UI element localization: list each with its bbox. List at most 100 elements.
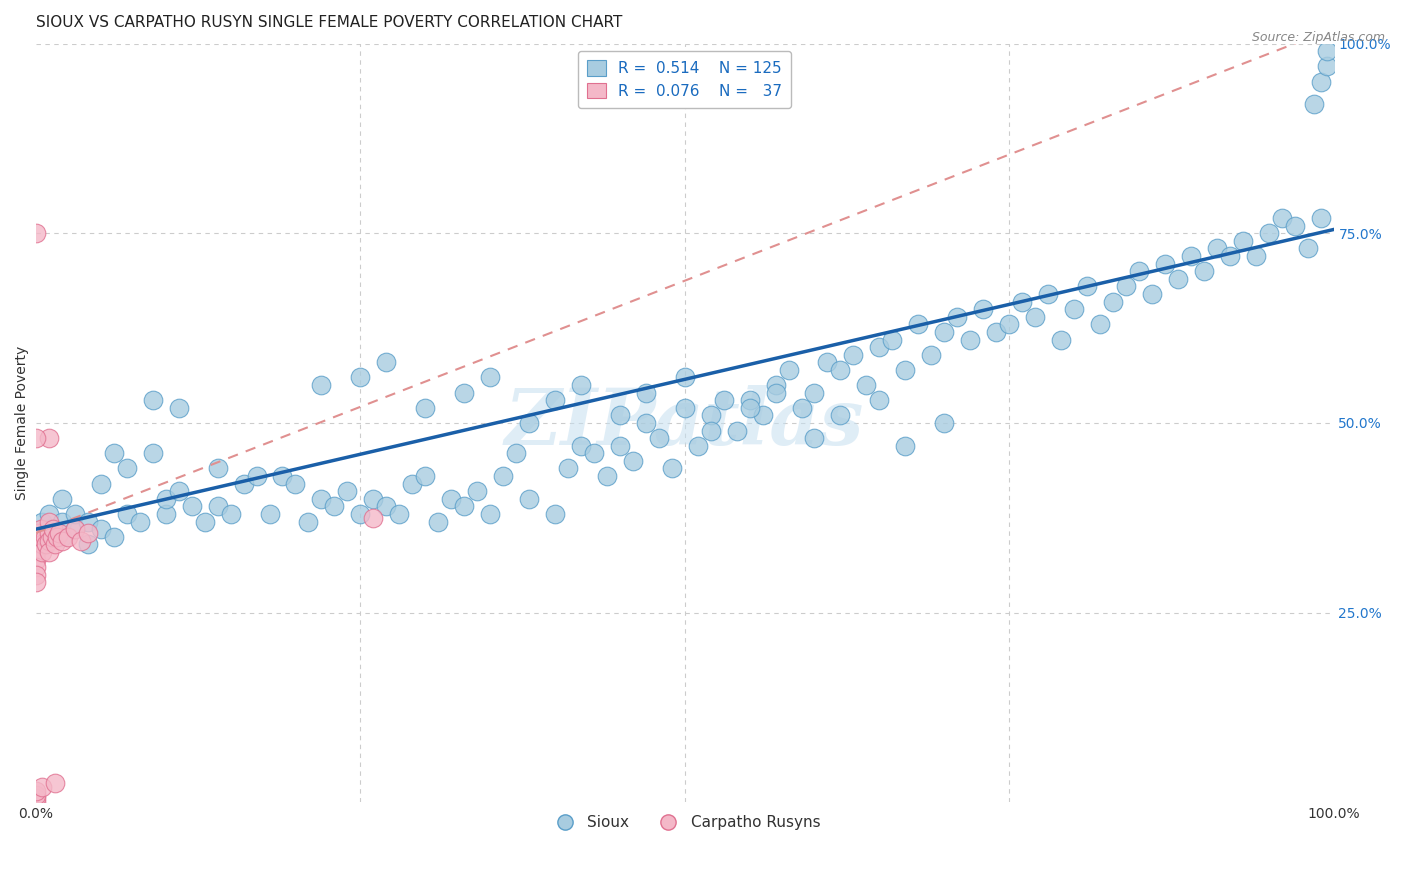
Point xyxy=(998,318,1021,332)
Point xyxy=(765,378,787,392)
Point xyxy=(31,537,53,551)
Point xyxy=(63,522,86,536)
Point xyxy=(375,355,398,369)
Point xyxy=(453,500,475,514)
Point xyxy=(51,515,73,529)
Point xyxy=(1284,219,1306,233)
Point xyxy=(894,363,917,377)
Point xyxy=(388,507,411,521)
Point xyxy=(259,507,281,521)
Point xyxy=(803,431,825,445)
Point xyxy=(28,530,51,544)
Point xyxy=(1316,59,1339,73)
Point xyxy=(1303,97,1326,112)
Point xyxy=(38,515,60,529)
Point xyxy=(465,484,488,499)
Point xyxy=(972,302,994,317)
Point xyxy=(349,370,371,384)
Point xyxy=(492,469,515,483)
Point xyxy=(63,507,86,521)
Point xyxy=(31,780,53,794)
Point xyxy=(375,500,398,514)
Point xyxy=(1180,249,1202,263)
Point xyxy=(245,469,267,483)
Point xyxy=(232,476,254,491)
Point xyxy=(363,491,385,506)
Point xyxy=(1036,287,1059,301)
Point xyxy=(180,500,202,514)
Point xyxy=(569,378,592,392)
Point xyxy=(297,515,319,529)
Text: ZIPatlas: ZIPatlas xyxy=(505,384,865,461)
Point xyxy=(1128,264,1150,278)
Point xyxy=(894,439,917,453)
Point xyxy=(155,491,177,506)
Point xyxy=(1296,242,1319,256)
Point xyxy=(713,393,735,408)
Point xyxy=(1153,257,1175,271)
Point xyxy=(609,439,631,453)
Point xyxy=(1167,272,1189,286)
Point xyxy=(1088,318,1111,332)
Point xyxy=(920,348,942,362)
Point xyxy=(1271,211,1294,226)
Point xyxy=(207,461,229,475)
Point xyxy=(311,378,333,392)
Point xyxy=(90,522,112,536)
Point xyxy=(58,530,80,544)
Point xyxy=(284,476,307,491)
Point xyxy=(1309,74,1331,88)
Point xyxy=(103,530,125,544)
Point xyxy=(115,461,138,475)
Point xyxy=(48,525,70,540)
Point xyxy=(76,515,98,529)
Point xyxy=(984,325,1007,339)
Point xyxy=(699,409,721,423)
Point xyxy=(1011,294,1033,309)
Point xyxy=(479,370,502,384)
Point xyxy=(41,530,63,544)
Point xyxy=(544,393,567,408)
Y-axis label: Single Female Poverty: Single Female Poverty xyxy=(15,346,30,500)
Point xyxy=(38,525,60,540)
Point xyxy=(505,446,527,460)
Text: SIOUX VS CARPATHO RUSYN SINGLE FEMALE POVERTY CORRELATION CHART: SIOUX VS CARPATHO RUSYN SINGLE FEMALE PO… xyxy=(37,15,623,30)
Point xyxy=(634,416,657,430)
Point xyxy=(882,333,904,347)
Point xyxy=(427,515,450,529)
Point xyxy=(557,461,579,475)
Point xyxy=(673,370,696,384)
Point xyxy=(38,431,60,445)
Point xyxy=(517,416,540,430)
Point xyxy=(596,469,619,483)
Point xyxy=(25,791,48,805)
Point xyxy=(609,409,631,423)
Point xyxy=(634,385,657,400)
Point xyxy=(25,575,48,590)
Point xyxy=(934,416,956,430)
Point xyxy=(946,310,969,324)
Point xyxy=(38,533,60,548)
Point xyxy=(479,507,502,521)
Point xyxy=(51,533,73,548)
Point xyxy=(38,522,60,536)
Point xyxy=(219,507,242,521)
Point xyxy=(311,491,333,506)
Point xyxy=(142,446,165,460)
Point xyxy=(699,424,721,438)
Point xyxy=(868,340,890,354)
Point xyxy=(648,431,671,445)
Point xyxy=(128,515,150,529)
Point xyxy=(336,484,359,499)
Point xyxy=(934,325,956,339)
Point xyxy=(103,446,125,460)
Point xyxy=(1257,227,1279,241)
Point xyxy=(868,393,890,408)
Point xyxy=(1050,333,1073,347)
Point xyxy=(817,355,839,369)
Point xyxy=(63,522,86,536)
Point xyxy=(167,401,190,415)
Point xyxy=(25,227,48,241)
Point xyxy=(453,385,475,400)
Text: Source: ZipAtlas.com: Source: ZipAtlas.com xyxy=(1251,31,1385,45)
